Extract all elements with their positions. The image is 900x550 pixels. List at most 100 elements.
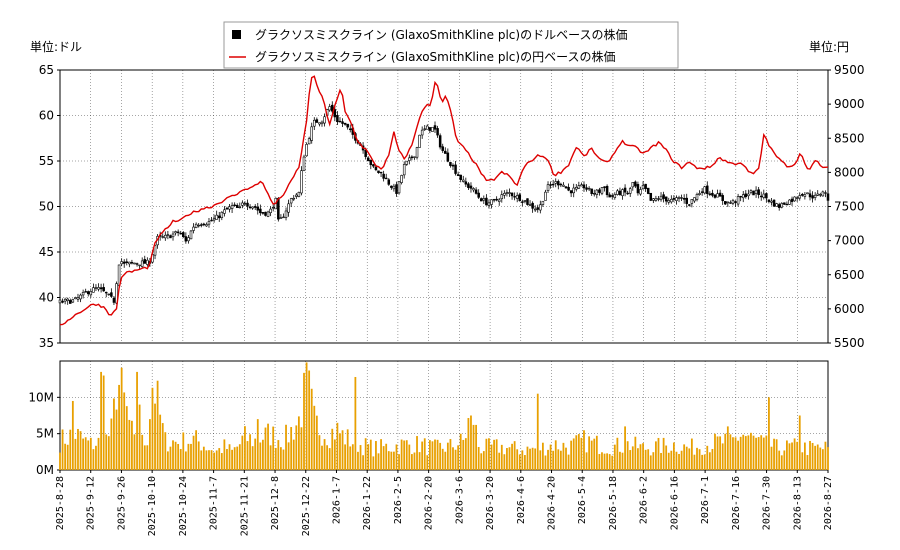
candle xyxy=(595,189,599,199)
volume-bar xyxy=(444,451,447,470)
x-tick-label: 2026-7-16 xyxy=(731,476,742,530)
candle xyxy=(592,189,596,197)
volume-bar xyxy=(503,454,506,470)
candle-body xyxy=(821,191,825,197)
volume-bar xyxy=(208,450,210,470)
candle xyxy=(587,186,591,192)
candle xyxy=(433,121,437,133)
volume-bar xyxy=(488,438,490,470)
volume-bar xyxy=(729,434,732,470)
x-tick-label: 2026-8-13 xyxy=(792,476,803,530)
x-tick-label: 2026-4-20 xyxy=(547,476,558,530)
candle xyxy=(120,258,123,267)
candle-body xyxy=(200,224,203,226)
volume-bar xyxy=(457,445,460,470)
candle xyxy=(307,136,311,145)
candle-body xyxy=(122,261,126,264)
candle-body xyxy=(646,187,650,194)
candle xyxy=(122,259,126,268)
candle xyxy=(700,188,704,196)
candle xyxy=(654,195,658,202)
candle-body xyxy=(559,183,563,186)
candle xyxy=(613,192,617,200)
candle-body xyxy=(225,207,229,210)
volume-bar xyxy=(724,433,727,470)
volume-bar xyxy=(326,445,329,470)
volume-bar xyxy=(262,439,264,470)
candle xyxy=(631,182,635,191)
volume-bar xyxy=(95,445,97,470)
candle-body xyxy=(461,179,465,182)
volume-bar xyxy=(788,443,791,470)
candle xyxy=(582,181,586,192)
volume-bar xyxy=(131,420,133,470)
candle xyxy=(428,127,432,134)
candle-body xyxy=(264,211,267,216)
candle-body xyxy=(179,232,182,235)
candle xyxy=(228,204,231,213)
candle-body xyxy=(575,187,578,190)
candle-body xyxy=(562,184,565,187)
candle xyxy=(81,289,85,299)
volume-bar xyxy=(100,371,102,470)
candle xyxy=(641,181,645,190)
candle xyxy=(225,206,229,210)
volume-bar xyxy=(333,439,336,470)
volume-bar xyxy=(395,444,398,470)
candle-body xyxy=(307,138,311,145)
volume-bar xyxy=(824,441,827,470)
candle xyxy=(79,293,82,303)
candle-body xyxy=(716,193,719,198)
volume-bar xyxy=(166,451,169,470)
candle-body xyxy=(413,156,416,158)
candle-body xyxy=(86,291,90,295)
volume-bar xyxy=(598,454,601,470)
volume-bar xyxy=(655,441,657,470)
volume-bar xyxy=(572,438,575,470)
candle-body xyxy=(521,201,524,203)
candle-body xyxy=(670,199,673,203)
candle-body xyxy=(788,199,791,205)
candle xyxy=(194,222,198,229)
candle xyxy=(672,195,676,203)
candle xyxy=(395,181,398,197)
candle xyxy=(708,191,712,197)
candle-body xyxy=(628,188,632,194)
candle xyxy=(264,211,267,217)
candle-body xyxy=(153,245,157,256)
candle-body xyxy=(698,193,701,195)
volume-bar xyxy=(649,455,652,470)
volume-bar xyxy=(544,455,547,470)
candle xyxy=(431,126,434,132)
candle xyxy=(210,217,213,222)
candle-body xyxy=(801,194,804,196)
candle xyxy=(289,197,293,208)
volume-bar xyxy=(159,414,162,470)
candle xyxy=(600,187,604,196)
volume-bar xyxy=(516,449,519,470)
candle xyxy=(436,125,439,138)
candle-body xyxy=(752,190,755,196)
candle-body xyxy=(603,186,606,189)
candle-body xyxy=(341,121,344,124)
volume-bar xyxy=(508,447,511,470)
volume-bar xyxy=(567,454,570,470)
candle-body xyxy=(243,203,247,205)
volume-bar xyxy=(603,453,606,470)
candle xyxy=(652,198,655,204)
volume-bar xyxy=(593,438,596,470)
x-tick-label: 2026-2-5 xyxy=(393,476,404,524)
volume-bar xyxy=(472,424,475,470)
candle xyxy=(718,189,722,197)
legend-jpy-label: グラクソスミスクライン (GlaxoSmithKline plc)の円ベースの株… xyxy=(255,49,615,64)
volume-bar xyxy=(716,436,719,470)
candle xyxy=(336,111,339,125)
volume-bar xyxy=(107,436,110,470)
candle-body xyxy=(253,206,257,208)
candle-body xyxy=(726,201,730,204)
candle-body xyxy=(235,204,239,208)
volume-bar xyxy=(747,435,750,470)
volume-bar xyxy=(531,447,534,470)
candle xyxy=(454,160,457,176)
candle-body xyxy=(444,150,447,154)
